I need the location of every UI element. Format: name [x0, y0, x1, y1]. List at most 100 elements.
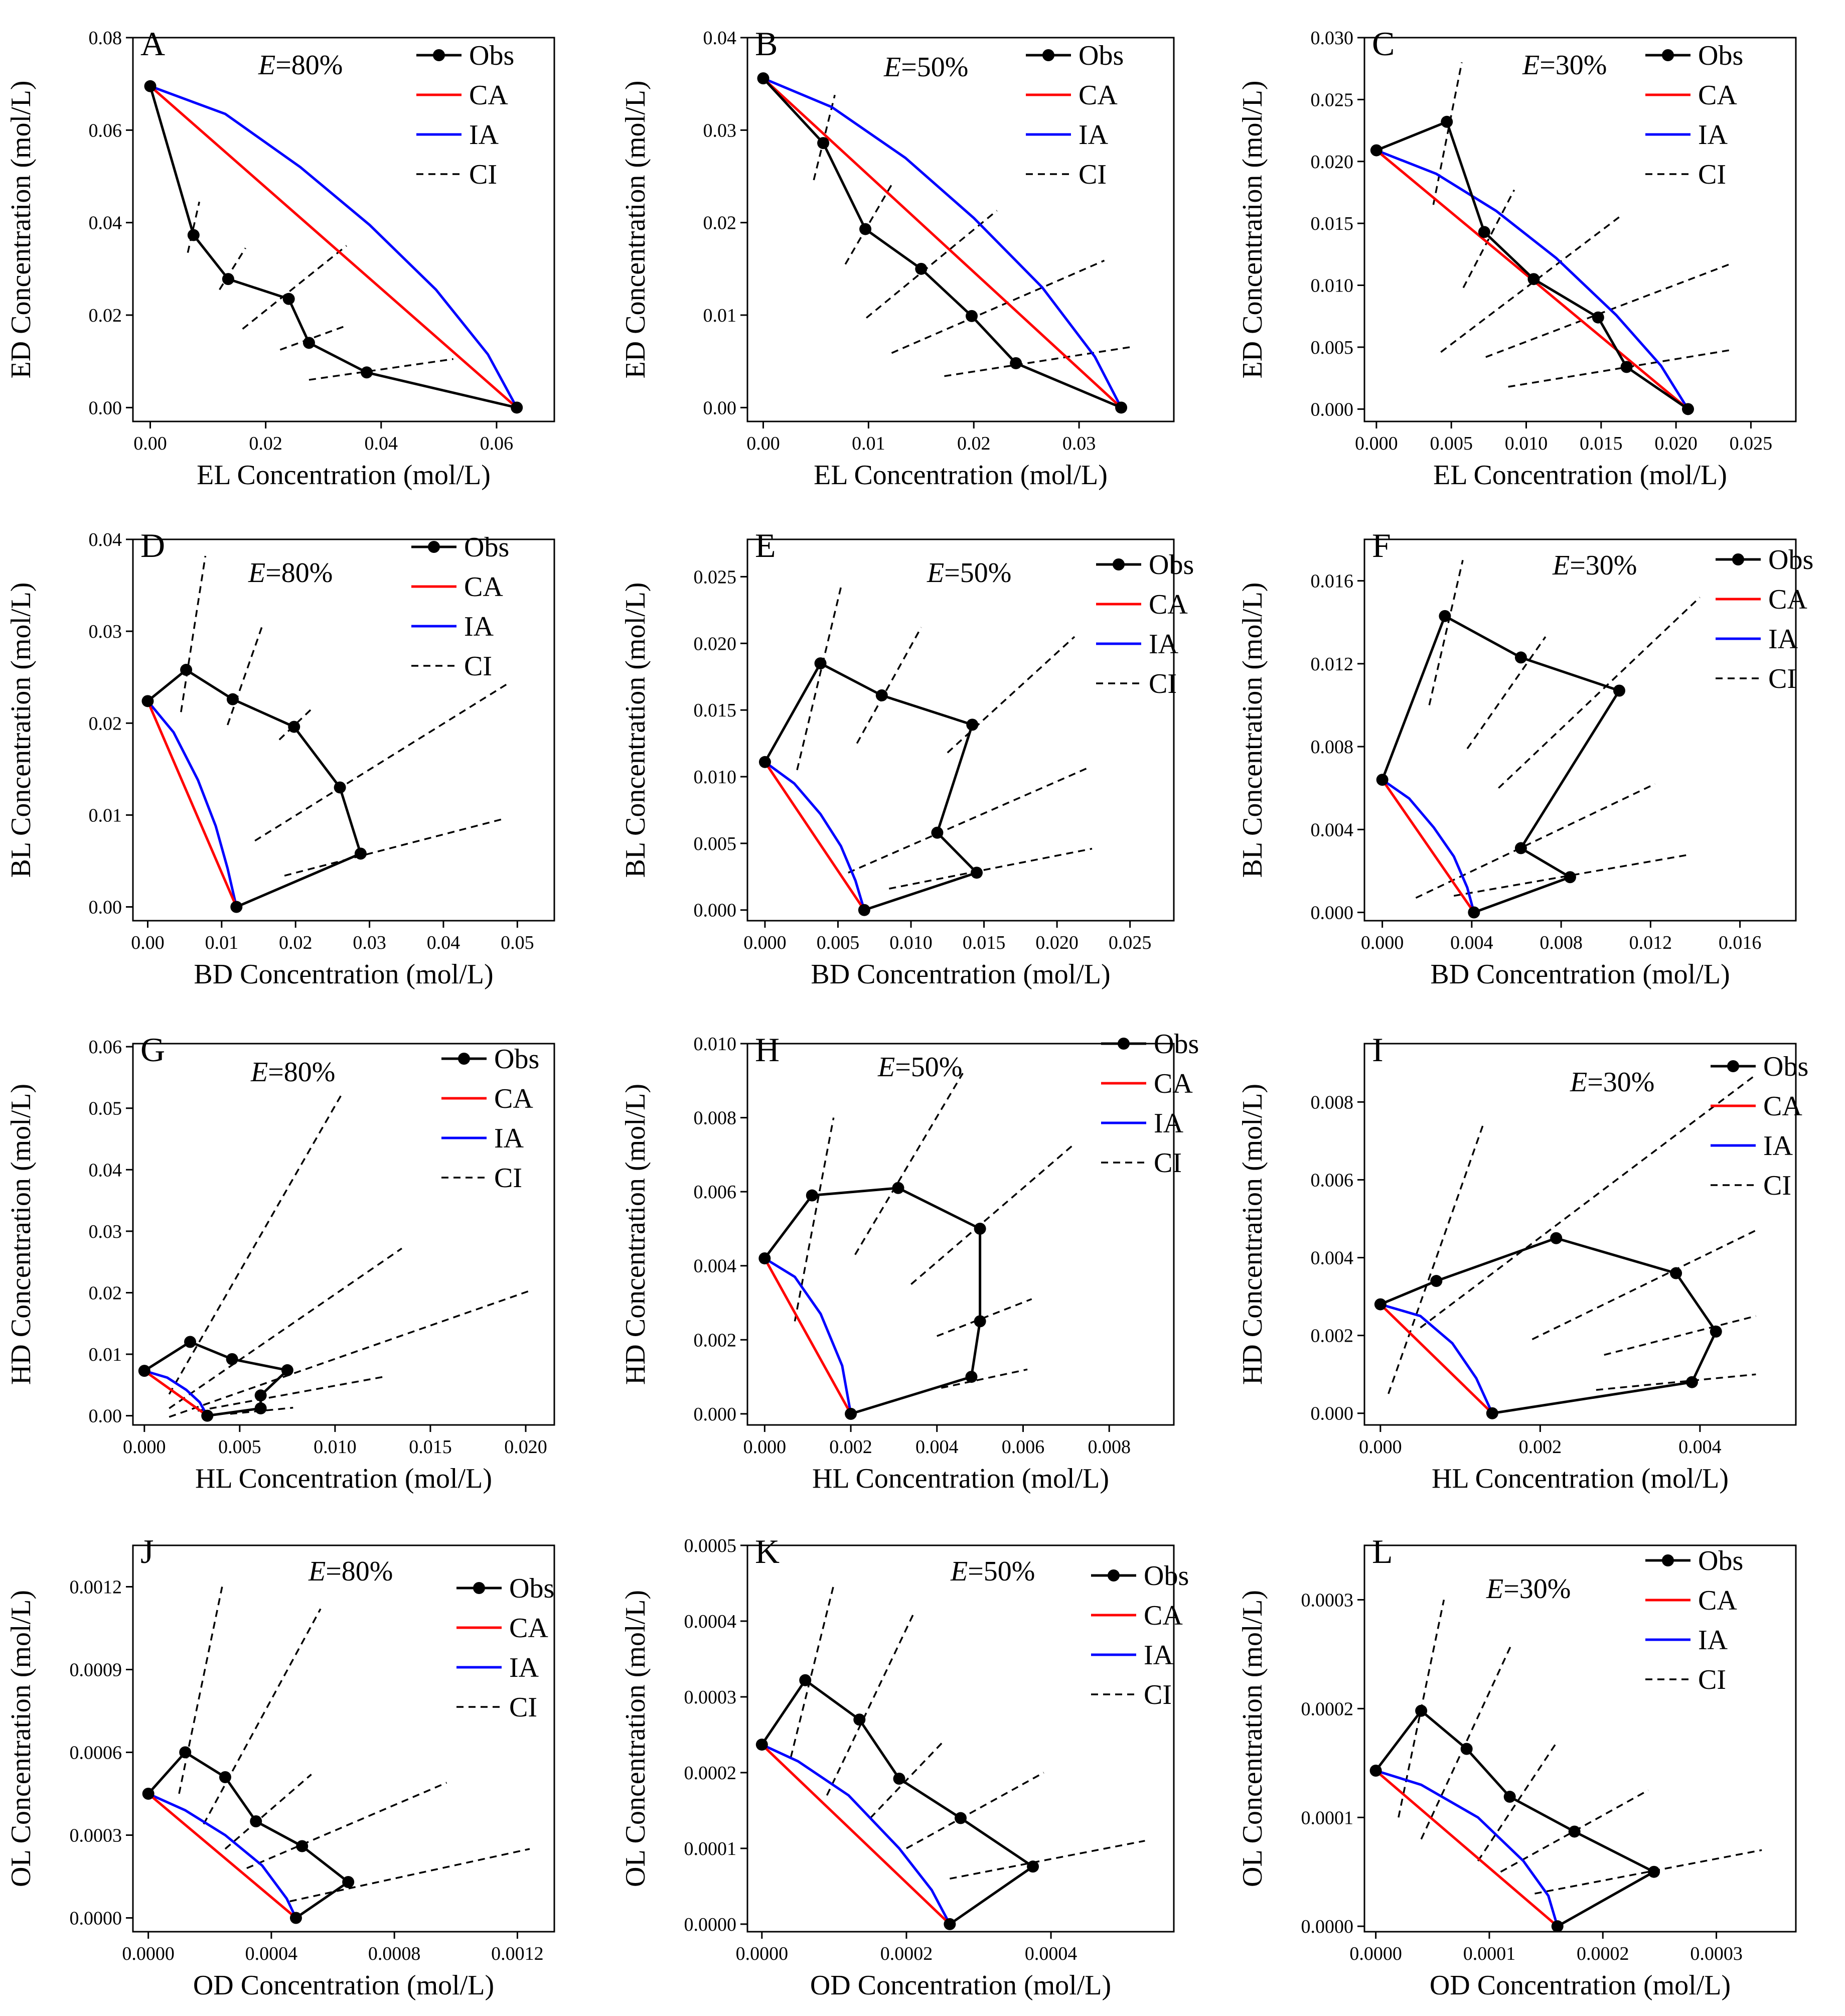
- obs-point: [254, 1389, 267, 1402]
- obs-line: [146, 668, 362, 908]
- x-tick-label: 0.05: [501, 932, 534, 953]
- panel-letter-l: L: [1372, 1532, 1393, 1570]
- legend-label-ci: CI: [509, 1692, 537, 1723]
- legend-label-ci: CI: [1144, 1679, 1172, 1710]
- obs-point: [180, 664, 193, 676]
- y-tick-label: 0.016: [1311, 571, 1354, 592]
- x-tick-label: 0.000: [743, 932, 787, 953]
- ci-dashed-line: [1466, 636, 1547, 750]
- ca-line: [1379, 1303, 1493, 1414]
- legend-label-ca: CA: [1763, 1091, 1802, 1122]
- legend-marker-obs: [1662, 1554, 1674, 1566]
- effect-level-label-f: E=30%: [1552, 550, 1637, 581]
- y-tick-label: 0.00: [89, 397, 122, 418]
- plot-area: [1370, 62, 1734, 415]
- obs-point: [817, 137, 830, 150]
- obs-point: [1415, 1704, 1428, 1717]
- legend-item-ca: CA: [1645, 1585, 1737, 1616]
- legend-label-ci: CI: [1763, 1170, 1791, 1201]
- x-tick-label: 0.016: [1719, 932, 1762, 953]
- effect-symbol: E: [1570, 1067, 1587, 1098]
- legend-label-obs: Obs: [1768, 544, 1813, 575]
- x-tick-label: 0.0000: [736, 1943, 789, 1964]
- legend-label-ca: CA: [1154, 1068, 1193, 1099]
- effect-value: =80%: [265, 557, 333, 589]
- x-axis-title: BD Concentration (mol/L): [811, 959, 1110, 990]
- effect-value: =50%: [895, 1052, 962, 1083]
- panel-letter-c: C: [1372, 25, 1395, 63]
- y-tick-label: 0.008: [694, 1108, 737, 1129]
- y-tick-label: 0.0003: [1301, 1590, 1354, 1611]
- legend-label-ca: CA: [1698, 80, 1737, 111]
- ia-curve: [146, 700, 238, 908]
- ci-dashed-line: [947, 636, 1075, 754]
- y-tick-label: 0.000: [694, 1404, 737, 1425]
- chart-panel-e: 0.000 0.005 0.010 0.015 0.020 0.025 0.000 0.005…: [620, 526, 1194, 990]
- x-axis-title: EL Concentration (mol/L): [814, 460, 1108, 491]
- legend-label-obs: Obs: [464, 532, 509, 563]
- x-tick-label: 0.02: [957, 433, 991, 454]
- y-tick-label: 0.0012: [70, 1577, 122, 1598]
- x-tick-label: 0.0002: [1577, 1943, 1629, 1964]
- ci-dashed-line: [944, 345, 1134, 377]
- plot-area: [758, 587, 1093, 916]
- ca-line: [149, 85, 518, 409]
- obs-point: [1010, 357, 1022, 369]
- x-tick-label: 0.0008: [368, 1943, 421, 1964]
- legend-item-ia: IA: [1026, 119, 1109, 151]
- legend-label-ci: CI: [494, 1163, 522, 1194]
- obs-point: [201, 1409, 214, 1422]
- effect-level-label-b: E=50%: [883, 52, 968, 83]
- effect-level-label-d: E=80%: [248, 557, 333, 589]
- panel-letter-g: G: [140, 1031, 165, 1069]
- x-tick-label: 0.004: [915, 1436, 959, 1458]
- y-tick-label: 0.04: [89, 213, 122, 234]
- legend-item-ca: CA: [1101, 1068, 1193, 1099]
- plot-area: [144, 80, 523, 414]
- obs-point: [893, 1773, 905, 1785]
- y-tick-label: 0.0000: [684, 1914, 737, 1935]
- obs-point: [814, 657, 827, 670]
- legend-marker-obs: [473, 1582, 485, 1594]
- obs-point: [226, 1353, 238, 1365]
- obs-point: [250, 1815, 262, 1827]
- legend-marker-obs: [1118, 1038, 1130, 1050]
- ci-dashed-line: [1428, 559, 1464, 705]
- chart-panel-h: 0.000 0.002 0.004 0.006 0.008 0.000 0.002 0.004…: [620, 1029, 1199, 1494]
- obs-point: [1685, 1376, 1698, 1388]
- effect-level-label-a: E=80%: [258, 50, 343, 81]
- legend-label-ci: CI: [1154, 1147, 1182, 1179]
- panel-letter-f: F: [1372, 526, 1391, 564]
- ci-dashed-line: [230, 1406, 293, 1415]
- obs-point: [845, 1407, 857, 1420]
- effect-value: =80%: [275, 50, 343, 81]
- y-axis-title: OL Concentration (mol/L): [620, 1590, 651, 1887]
- panel-letter-d: D: [140, 526, 165, 564]
- ci-dashed-line: [813, 94, 836, 181]
- obs-point: [1551, 1920, 1564, 1932]
- obs-point: [1370, 144, 1382, 157]
- x-tick-label: 0.010: [314, 1436, 357, 1458]
- x-tick-label: 0.020: [1654, 433, 1698, 454]
- ci-dashed-line: [1415, 783, 1656, 899]
- y-tick-label: 0.03: [703, 120, 737, 141]
- y-tick-label: 0.0002: [1301, 1698, 1354, 1719]
- legend-label-obs: Obs: [469, 40, 514, 71]
- obs-point: [758, 756, 771, 768]
- y-tick-label: 0.01: [89, 805, 122, 826]
- legend-item-ca: CA: [441, 1083, 533, 1114]
- x-tick-label: 0.015: [1580, 433, 1623, 454]
- x-tick-label: 0.020: [504, 1436, 547, 1458]
- panel-letter-a: A: [140, 25, 165, 63]
- legend-label-obs: Obs: [1079, 40, 1124, 71]
- ci-dashed-line: [796, 587, 842, 771]
- y-tick-label: 0.025: [694, 566, 737, 588]
- obs-point: [334, 781, 346, 794]
- effect-symbol: E: [927, 557, 944, 589]
- legend-item-ca: CA: [411, 571, 503, 603]
- ci-dashed-line: [826, 1613, 914, 1796]
- legend-label-obs: Obs: [1154, 1029, 1199, 1060]
- effect-value: =30%: [1587, 1067, 1654, 1098]
- obs-point: [1468, 906, 1480, 919]
- legend-item-ia: IA: [416, 119, 499, 151]
